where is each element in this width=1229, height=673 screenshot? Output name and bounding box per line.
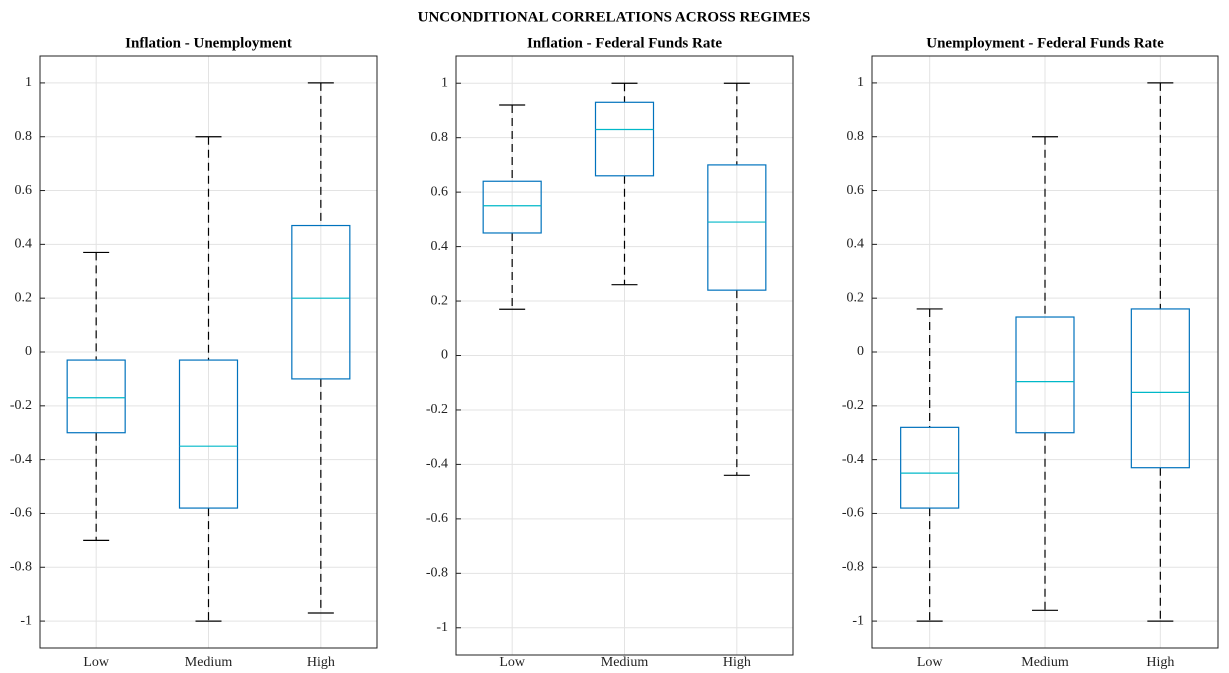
axes-frame bbox=[455, 55, 794, 656]
y-tick-label: 0.2 bbox=[15, 290, 33, 305]
y-tick-label: 0.2 bbox=[431, 293, 449, 308]
axes-title: Inflation - Federal Funds Rate bbox=[527, 35, 722, 51]
box bbox=[1015, 316, 1075, 434]
axes-frame bbox=[871, 55, 1219, 649]
y-tick-label: -0.8 bbox=[10, 559, 32, 574]
y-tick-label: 0.4 bbox=[431, 239, 449, 254]
axes: Unemployment - Federal Funds Rate -1 -0.8 -… bbox=[842, 35, 1219, 670]
y-tick-label: 0 bbox=[441, 348, 448, 363]
box bbox=[707, 164, 767, 291]
box bbox=[178, 359, 239, 509]
y-tick-label: 0.8 bbox=[847, 129, 865, 144]
y-tick-label: 0.6 bbox=[15, 183, 33, 198]
y-tick-label: -0.8 bbox=[426, 566, 448, 581]
y-tick-label: 1 bbox=[25, 75, 32, 90]
figure-title: UNCONDITIONAL CORRELATIONS ACROSS REGIME… bbox=[418, 9, 811, 25]
x-tick-label: High bbox=[723, 655, 751, 670]
axes: Inflation - Federal Funds Rate -1 -0.8 -0.6… bbox=[426, 35, 794, 670]
y-tick-label: -0.6 bbox=[426, 511, 448, 526]
y-tick-label: 1 bbox=[857, 75, 864, 90]
y-tick-label: 0 bbox=[25, 344, 32, 359]
y-tick-label: -0.8 bbox=[842, 559, 864, 574]
y-tick-label: -0.4 bbox=[426, 457, 448, 472]
y-tick-label: 0.8 bbox=[15, 129, 33, 144]
y-tick-label: 0.4 bbox=[15, 237, 33, 252]
box bbox=[900, 426, 960, 509]
x-tick-label: Low bbox=[499, 655, 526, 670]
y-tick-label: -1 bbox=[436, 620, 448, 635]
y-tick-label: -1 bbox=[20, 613, 32, 628]
axes: Inflation - Unemployment -1 -0.8 -0.6 -0.4 -0… bbox=[10, 35, 378, 670]
y-tick-label: 1 bbox=[441, 75, 448, 90]
x-tick-label: Medium bbox=[185, 655, 233, 670]
box bbox=[1130, 308, 1190, 469]
x-tick-label: Medium bbox=[601, 655, 649, 670]
y-tick-label: 0.6 bbox=[847, 183, 865, 198]
axes-frame bbox=[39, 55, 378, 649]
y-tick-label: -0.4 bbox=[842, 452, 864, 467]
y-tick-label: 0.8 bbox=[431, 130, 449, 145]
axes-title: Inflation - Unemployment bbox=[125, 35, 292, 51]
x-tick-label: Low bbox=[917, 655, 944, 670]
x-tick-label: Low bbox=[83, 655, 110, 670]
y-tick-label: -0.6 bbox=[10, 506, 32, 521]
x-tick-label: High bbox=[1146, 655, 1174, 670]
x-tick-label: Medium bbox=[1021, 655, 1069, 670]
y-tick-label: 0 bbox=[857, 344, 864, 359]
box bbox=[66, 359, 126, 434]
y-tick-label: -0.4 bbox=[10, 452, 32, 467]
y-tick-label: -0.2 bbox=[426, 402, 448, 417]
x-tick-label: High bbox=[307, 655, 335, 670]
axes-title: Unemployment - Federal Funds Rate bbox=[926, 35, 1164, 51]
y-tick-label: 0.4 bbox=[847, 237, 865, 252]
y-tick-label: -0.2 bbox=[842, 398, 864, 413]
y-tick-label: -0.6 bbox=[842, 506, 864, 521]
y-tick-label: -0.2 bbox=[10, 398, 32, 413]
box bbox=[291, 224, 351, 380]
y-tick-label: 0.6 bbox=[431, 184, 449, 199]
y-tick-label: -1 bbox=[852, 613, 864, 628]
y-tick-label: 0.2 bbox=[847, 290, 865, 305]
box bbox=[482, 180, 542, 234]
box bbox=[594, 101, 655, 177]
